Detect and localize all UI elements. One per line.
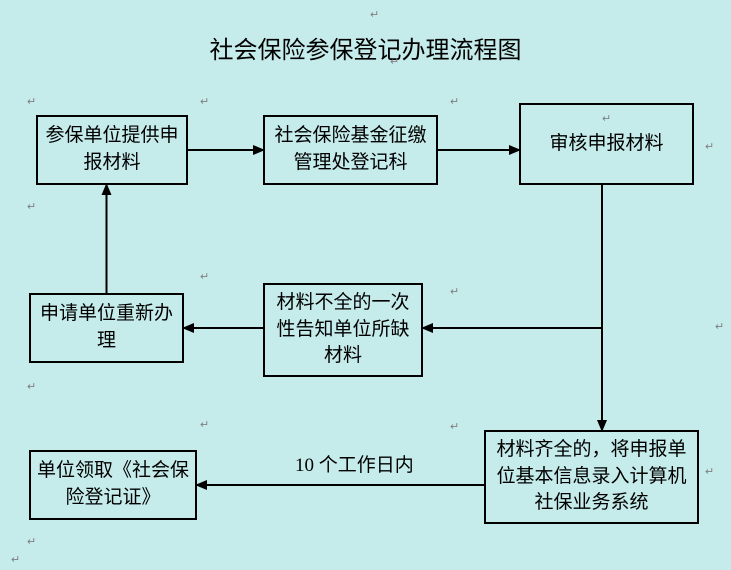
node-label: 审核申报材料 <box>549 131 663 158</box>
paragraph-mark: ↵ <box>705 465 714 478</box>
node-label: 申请单位重新办理 <box>35 301 178 354</box>
node-label: 材料齐全的，将申报单位基本信息录入计算机社保业务系统 <box>490 437 693 517</box>
node-resubmit: 申请单位重新办理 <box>29 293 184 363</box>
paragraph-mark: ↵ <box>200 95 209 108</box>
edge-label-days: 10 个工作日内 <box>295 450 414 477</box>
paragraph-mark: ↵ <box>715 320 724 333</box>
paragraph-mark: ↵ <box>450 420 459 433</box>
paragraph-mark: ↵ <box>200 418 209 431</box>
paragraph-mark: ↵ <box>27 95 36 108</box>
node-submit-materials: 参保单位提供申报材料 <box>36 115 188 185</box>
node-incomplete-notify: 材料不全的一次性告知单位所缺材料 <box>263 283 423 377</box>
diagram-title: 社会保险参保登记办理流程图 <box>0 30 731 65</box>
paragraph-mark: ↵ <box>370 8 379 21</box>
paragraph-mark: ↵ <box>11 553 20 566</box>
paragraph-mark: ↵ <box>27 200 36 213</box>
paragraph-mark: ↵ <box>27 535 36 548</box>
paragraph-mark: ↵ <box>450 285 459 298</box>
node-registration-dept: 社会保险基金征缴管理处登记科 <box>263 115 438 185</box>
paragraph-mark: ↵ <box>705 140 714 153</box>
node-enter-system: 材料齐全的，将申报单位基本信息录入计算机社保业务系统 <box>484 430 699 524</box>
node-label: 单位领取《社会保险登记证》 <box>35 458 191 511</box>
paragraph-mark: ↵ <box>450 95 459 108</box>
paragraph-mark: ↵ <box>27 380 36 393</box>
node-label: 材料不全的一次性告知单位所缺材料 <box>269 290 417 370</box>
paragraph-mark: ↵ <box>602 112 611 125</box>
node-label: 社会保险基金征缴管理处登记科 <box>269 123 432 176</box>
node-label: 参保单位提供申报材料 <box>42 123 182 176</box>
paragraph-mark: ↵ <box>200 270 209 283</box>
paragraph-mark: ↵ <box>390 55 399 68</box>
node-receive-cert: 单位领取《社会保险登记证》 <box>29 450 197 520</box>
